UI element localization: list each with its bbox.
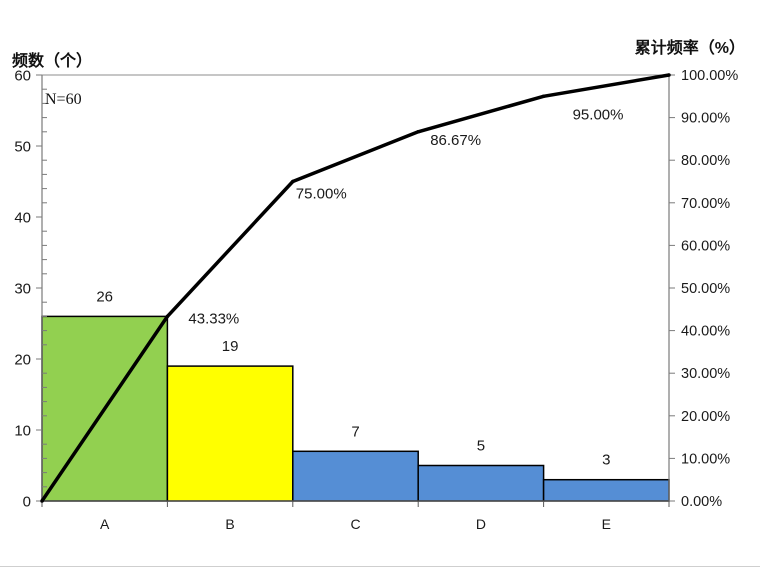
y-tick-label: 20: [14, 352, 31, 369]
cumulative-point: [40, 499, 44, 503]
y-tick-label: 0: [23, 494, 31, 511]
y2-tick-label: 50.00%: [681, 281, 730, 297]
bar-value-label: 26: [96, 288, 113, 305]
y-tick-label: 10: [14, 423, 31, 440]
x-category-label: B: [225, 516, 234, 532]
y2-tick-label: 100.00%: [681, 68, 738, 84]
y2-tick-label: 40.00%: [681, 324, 730, 340]
cumulative-percent-label: 43.33%: [188, 310, 239, 327]
y2-tick-label: 70.00%: [681, 196, 730, 212]
y-tick-label: 60: [14, 68, 31, 85]
bar-value-label: 19: [222, 338, 239, 355]
y2-tick-label: 0.00%: [681, 494, 722, 510]
y2-tick-label: 80.00%: [681, 153, 730, 169]
cumulative-frequency-line: [40, 73, 670, 502]
cumulative-point: [416, 130, 420, 134]
cumulative-point: [165, 314, 170, 319]
cumulative-point: [667, 73, 671, 77]
cumulative-point: [541, 94, 546, 99]
y-tick-label: 40: [14, 210, 31, 227]
bar-value-label: 3: [602, 452, 610, 469]
cumulative-point: [291, 179, 295, 184]
y2-tick-label: 20.00%: [681, 409, 730, 425]
sample-size-annotation: N=60: [45, 91, 82, 108]
y-tick-label: 50: [14, 139, 31, 156]
axes: 0 10 20 30 40 50 60 0.00% 10.00% 20.00% 30.00% 40.0…: [14, 68, 738, 533]
cumulative-line-group: [40, 73, 671, 503]
bar-d: [417, 464, 545, 502]
bar-b: [166, 365, 294, 502]
bar-value-label: 7: [351, 423, 359, 440]
y2-axis-title: 累计频率（%）: [635, 38, 745, 57]
y2-tick-label: 30.00%: [681, 366, 730, 382]
cumulative-percent-label: 95.00%: [573, 106, 624, 123]
x-category-label: C: [350, 516, 360, 532]
x-category-label: E: [602, 516, 611, 532]
y2-tick-label: 90.00%: [681, 111, 730, 127]
y2-tick-label: 10.00%: [681, 451, 730, 467]
cumulative-percent-label: 86.67%: [430, 132, 481, 149]
x-category-label: A: [100, 516, 110, 532]
bar-value-label: 5: [477, 438, 485, 455]
y-axis-title: 频数（个）: [12, 51, 92, 70]
y-tick-label: 30: [14, 281, 31, 298]
y2-tick-label: 60.00%: [681, 238, 730, 254]
cumulative-percent-label: 75.00%: [296, 186, 347, 203]
x-category-label: D: [476, 516, 486, 532]
bar-e: [542, 478, 670, 502]
bar-c: [292, 450, 419, 502]
data-labels: 26 19 7 5 3 43.33% 75.00% 86.67% 95.00%: [96, 106, 623, 468]
